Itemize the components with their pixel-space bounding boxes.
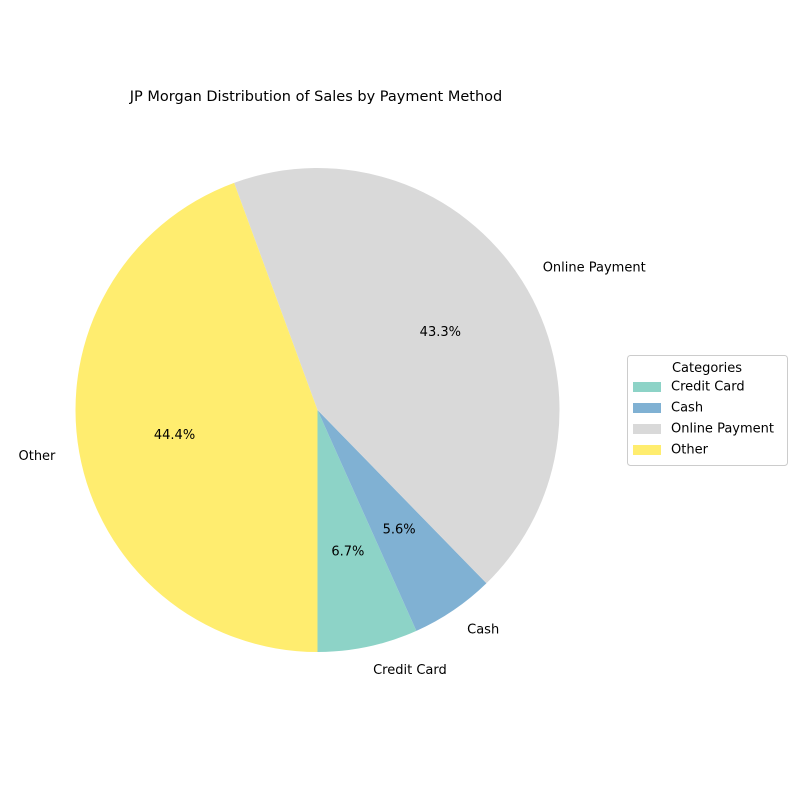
pie-slice-online-payment xyxy=(234,168,560,584)
pie-slice-cash xyxy=(317,410,487,631)
slice-label-other: Other xyxy=(18,449,56,464)
slice-percent-online-payment: 43.3% xyxy=(420,325,461,340)
legend-items: Credit Card Cash Online Payment Other xyxy=(633,380,774,458)
slice-labels: Credit Card Cash Online Payment Other xyxy=(18,261,645,678)
legend-swatch-other xyxy=(633,445,661,455)
slice-percent-cash: 5.6% xyxy=(383,523,416,538)
legend-label-other: Other xyxy=(671,443,709,458)
pie-slices xyxy=(75,168,560,652)
legend-frame xyxy=(627,355,788,466)
pie-slice-credit-card xyxy=(317,410,417,652)
legend-label-cash: Cash xyxy=(671,401,703,416)
percent-labels: 6.7% 5.6% 43.3% 44.4% xyxy=(154,325,461,559)
legend-label-online-payment: Online Payment xyxy=(671,422,774,437)
pie-slice-other xyxy=(75,182,318,652)
slice-percent-other: 44.4% xyxy=(154,428,195,443)
legend: Categories Credit Card Cash Online Payment… xyxy=(627,355,788,466)
slice-label-credit-card: Credit Card xyxy=(373,663,447,678)
slice-label-online-payment: Online Payment xyxy=(543,261,646,276)
legend-swatch-cash xyxy=(633,403,661,413)
legend-swatch-online-payment xyxy=(633,424,661,434)
legend-title: Categories xyxy=(672,361,742,376)
slice-percent-credit-card: 6.7% xyxy=(331,544,364,559)
chart-title: JP Morgan Distribution of Sales by Payme… xyxy=(129,89,502,105)
slice-label-cash: Cash xyxy=(467,623,499,638)
legend-label-credit-card: Credit Card xyxy=(671,380,745,395)
legend-swatch-credit-card xyxy=(633,382,661,392)
